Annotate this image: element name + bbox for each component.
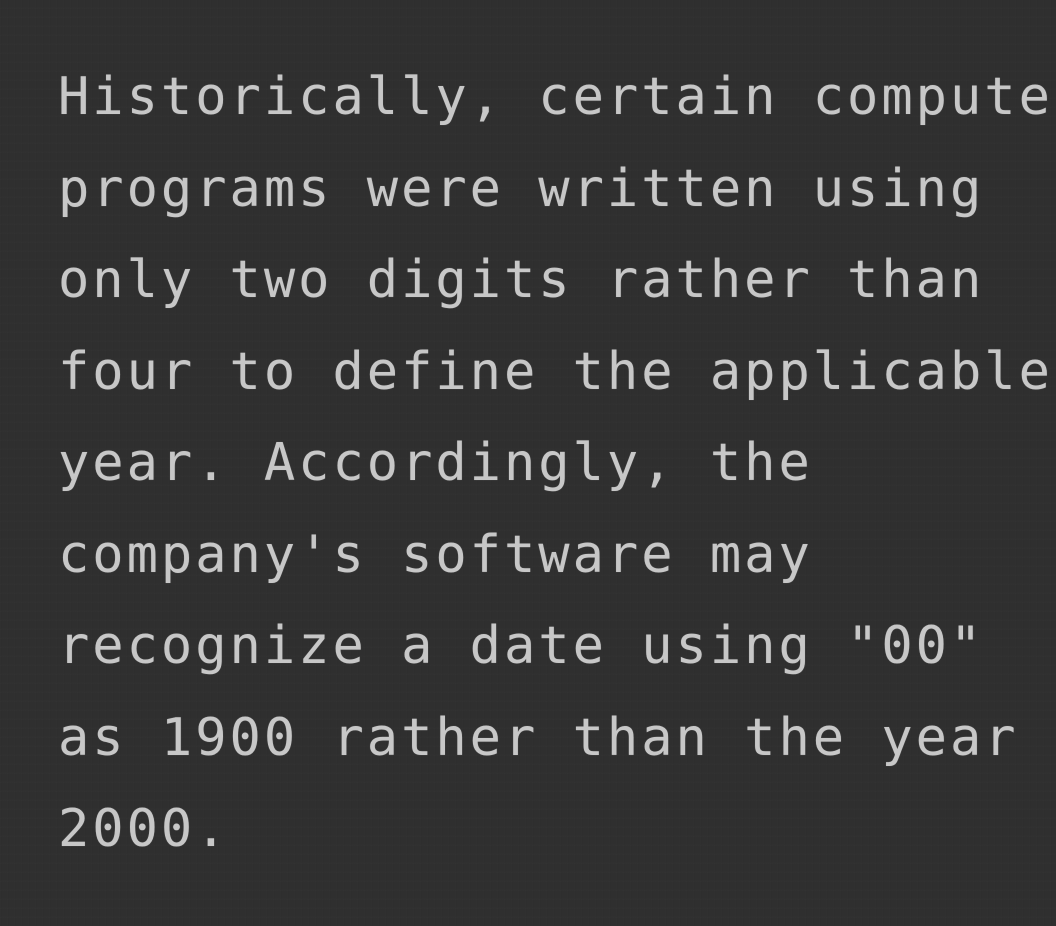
text-line-3: only two digits rather than xyxy=(58,250,985,310)
text-line-6: company's software may xyxy=(58,524,813,585)
text-line-4: four to define the applicable xyxy=(58,341,1053,402)
text-line-1: Historically, certain computer xyxy=(58,67,1056,127)
text-line-8: as 1900 rather than the year xyxy=(58,707,1019,768)
text-line-5: year. Accordingly, the xyxy=(58,433,813,493)
text-line-2: programs were written using xyxy=(58,158,985,219)
text-line-9: 2000. xyxy=(58,799,230,859)
paragraph: Historically, certain computer programs … xyxy=(58,52,1056,876)
text-line-7: recognize a date using "00" xyxy=(58,616,985,676)
